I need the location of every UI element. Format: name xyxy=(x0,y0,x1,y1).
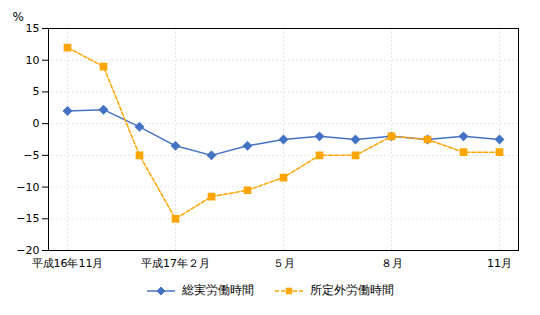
html-text:所定外労働時間: 所定外労働時間 xyxy=(310,283,394,297)
svg-text:−20: −20 xyxy=(16,244,39,257)
svg-text:%: % xyxy=(13,10,24,24)
svg-text:15: 15 xyxy=(26,22,40,35)
svg-text:11月: 11月 xyxy=(487,257,512,270)
svg-text:８月: ８月 xyxy=(381,257,403,270)
svg-text:5: 5 xyxy=(33,85,40,98)
html-text:総実労働時間: 総実労働時間 xyxy=(182,283,254,297)
svg-text:平成16年11月: 平成16年11月 xyxy=(32,257,104,270)
svg-text:10: 10 xyxy=(26,54,40,67)
svg-text:0: 0 xyxy=(33,117,40,130)
svg-text:−5: −5 xyxy=(23,149,39,162)
svg-text:−10: −10 xyxy=(16,181,39,194)
svg-text:−15: −15 xyxy=(16,212,39,225)
svg-text:５月: ５月 xyxy=(273,257,295,270)
svg-text:平成17年２月: 平成17年２月 xyxy=(141,257,210,270)
